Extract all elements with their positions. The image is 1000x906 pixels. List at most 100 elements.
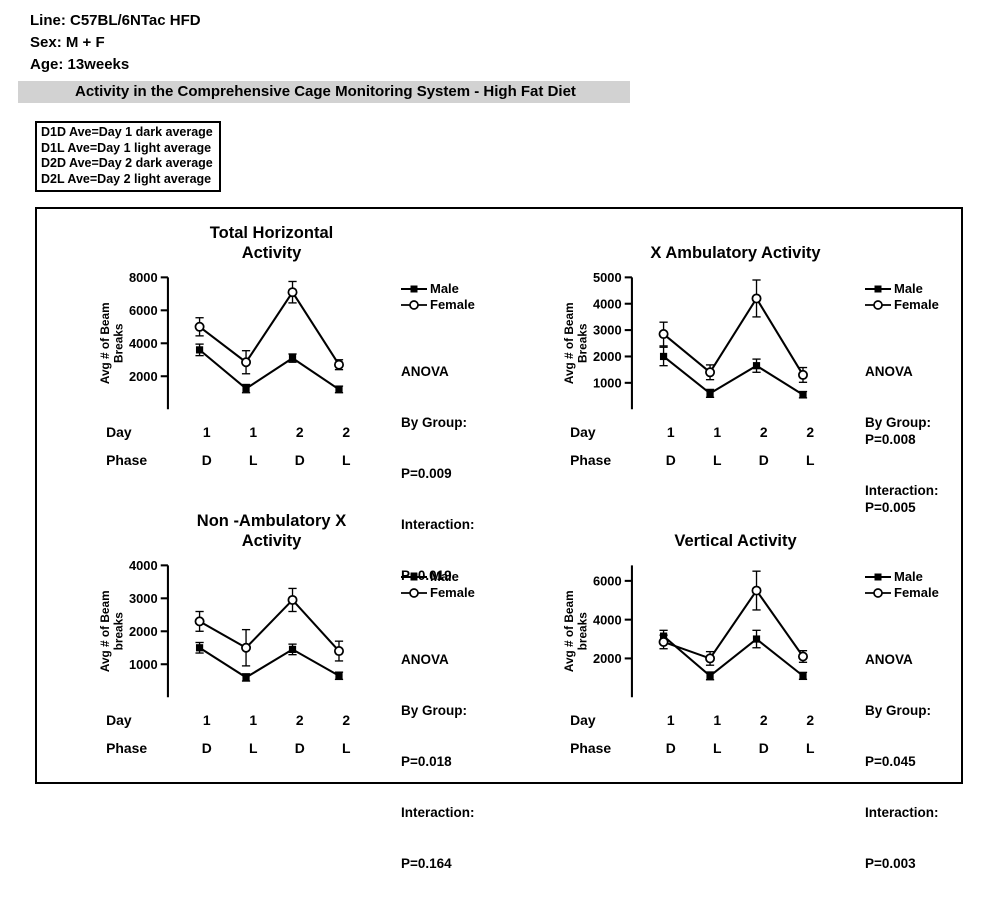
svg-text:L: L: [249, 452, 258, 468]
svg-text:D: D: [666, 740, 676, 756]
series-female: [658, 279, 808, 383]
svg-text:Phase: Phase: [570, 452, 611, 468]
svg-text:D: D: [666, 452, 676, 468]
anova-line: P=0.018: [401, 754, 452, 769]
svg-text:1: 1: [203, 712, 211, 728]
legend-label-male: Male: [894, 569, 923, 584]
svg-text:1000: 1000: [593, 375, 622, 390]
svg-text:1: 1: [713, 424, 721, 440]
svg-text:6000: 6000: [129, 303, 158, 318]
svg-text:Phase: Phase: [106, 452, 147, 468]
svg-text:D: D: [202, 452, 212, 468]
y-axis-label: Avg # of Beambreaks: [562, 590, 589, 672]
svg-text:2: 2: [806, 712, 814, 728]
svg-text:1: 1: [203, 424, 211, 440]
svg-text:L: L: [342, 740, 351, 756]
key-line-d1d: D1D Ave=Day 1 dark average: [41, 125, 213, 139]
series-female: [194, 280, 344, 375]
svg-text:2: 2: [806, 424, 814, 440]
chart-side-column: Male Female ANOVA By Group: P=0.018 Inte…: [401, 553, 501, 906]
x-axis-day-row: Day 1 1 2 2: [106, 424, 350, 440]
anova-line: P=0.003: [865, 856, 916, 871]
svg-text:L: L: [713, 740, 722, 756]
svg-text:L: L: [713, 452, 722, 468]
anova-stats: ANOVA By Group: P=0.018 Interaction: P=0…: [401, 617, 501, 906]
svg-text:1: 1: [713, 712, 721, 728]
anova-line: By Group:: [401, 415, 467, 430]
svg-text:2000: 2000: [593, 651, 622, 666]
legend-item-male: Male: [401, 281, 501, 297]
legend-label-female: Female: [894, 297, 939, 312]
svg-text:Avg # of BeamBreaks: Avg # of BeamBreaks: [98, 302, 125, 384]
series-female: [194, 587, 344, 667]
male-marker-icon: [865, 573, 891, 581]
svg-text:Day: Day: [570, 424, 596, 440]
svg-text:D: D: [202, 740, 212, 756]
anova-stats: ANOVA By Group: P=0.045 Interaction: P=0…: [865, 617, 961, 906]
legend-label-male: Male: [430, 569, 459, 584]
non-ambulatory-x-activity-chart: 1000 2000 3000 4000 Avg # of Beambreaks Day 1 1…: [98, 558, 351, 756]
female-marker-icon: [865, 588, 891, 598]
series-male: [195, 343, 344, 394]
chart-legend: Male Female: [401, 281, 501, 313]
chart-legend: Male Female: [401, 569, 501, 601]
svg-text:8000: 8000: [129, 270, 158, 285]
svg-text:4000: 4000: [593, 296, 622, 311]
svg-text:1: 1: [249, 424, 257, 440]
male-marker-icon: [865, 285, 891, 293]
x-axis-day-row: Day 1 1 2 2: [106, 712, 350, 728]
chart-legend: Male Female: [865, 569, 961, 601]
male-marker-icon: [401, 285, 427, 293]
anova-line: P=0.009: [401, 466, 452, 481]
line-label: Line: C57BL/6NTac HFD: [30, 12, 201, 29]
chart-title: Non -Ambulatory X Activity: [196, 512, 347, 550]
panel-total-horizontal-activity: Total Horizontal Activity 2000 4000 6000 80…: [37, 219, 501, 583]
svg-text:5000: 5000: [593, 270, 622, 285]
chart-legend: Male Female: [865, 281, 961, 313]
svg-text:4000: 4000: [593, 612, 622, 627]
svg-text:Avg # of Beambreaks: Avg # of Beambreaks: [98, 590, 125, 672]
chart-title: Vertical Activity: [674, 532, 797, 550]
legend-label-female: Female: [430, 297, 475, 312]
svg-text:Avg # of Beambreaks: Avg # of Beambreaks: [562, 590, 589, 672]
series-male: [659, 346, 808, 399]
y-axis-label: Avg # of BeamBreaks: [562, 302, 589, 384]
key-line-d2d: D2D Ave=Day 2 dark average: [41, 156, 213, 170]
report-header: Line: C57BL/6NTac HFD Sex: M + F Age: 13…: [30, 10, 201, 76]
legend-label-female: Female: [894, 585, 939, 600]
key-line-d2l: D2L Ave=Day 2 light average: [41, 171, 212, 186]
svg-text:Day: Day: [106, 424, 132, 440]
total-horizontal-activity-chart: 2000 4000 6000 8000 Avg # of BeamBreaks Day 1 1…: [98, 270, 351, 468]
charts-outer-box: Total Horizontal Activity 2000 4000 6000 80…: [35, 207, 963, 871]
anova-line: P=0.164: [401, 856, 452, 871]
y-axis: 2000 4000 6000: [593, 565, 633, 698]
svg-text:Day: Day: [106, 712, 132, 728]
charts-grid: Total Horizontal Activity 2000 4000 6000 80…: [37, 209, 961, 871]
anova-line: By Group:: [865, 703, 931, 718]
y-axis: 2000 4000 6000 8000: [129, 270, 169, 410]
svg-text:2: 2: [342, 424, 350, 440]
svg-text:L: L: [806, 740, 815, 756]
x-axis-phase-row: Phase D L D L: [106, 740, 351, 756]
chart-title: Total Horizontal Activity: [209, 224, 334, 262]
series-male: [659, 629, 808, 681]
anova-line: ANOVA: [401, 652, 449, 667]
anova-line: Interaction:: [401, 517, 475, 532]
female-marker-icon: [865, 300, 891, 310]
svg-text:2: 2: [296, 712, 304, 728]
svg-text:3000: 3000: [593, 323, 622, 338]
legend-label-male: Male: [894, 281, 923, 296]
legend-item-female: Female: [865, 297, 961, 313]
chart-side-column: Male Female ANOVA By Group: P=0.009 Inte…: [401, 265, 501, 618]
svg-text:Avg # of BeamBreaks: Avg # of BeamBreaks: [562, 302, 589, 384]
x-axis-phase-row: Phase D L D L: [570, 452, 815, 468]
age-label: Age: 13weeks: [30, 56, 130, 73]
svg-text:D: D: [295, 740, 305, 756]
legend-item-male: Male: [865, 569, 961, 585]
y-axis-label: Avg # of Beambreaks: [98, 590, 125, 672]
svg-text:L: L: [249, 740, 258, 756]
y-axis: 1000 2000 3000 4000 5000: [593, 270, 633, 410]
chart-side-column: Male Female ANOVA By Group: P=0.045 Inte…: [865, 553, 961, 906]
svg-text:Phase: Phase: [106, 740, 147, 756]
x-axis-phase-row: Phase D L D L: [106, 452, 351, 468]
